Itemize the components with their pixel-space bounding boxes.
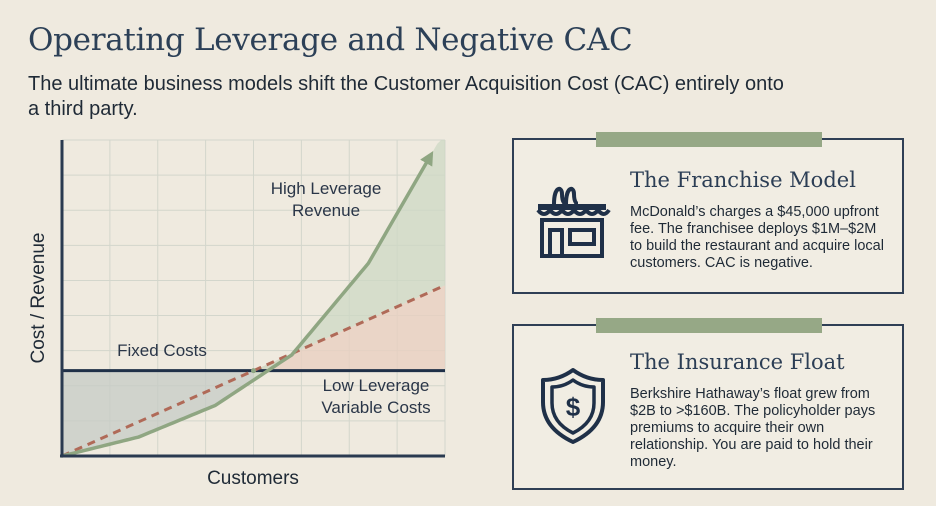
fixed-costs-label: Fixed Costs: [117, 341, 207, 360]
high-leverage-label-line1: High Leverage: [271, 179, 382, 198]
break-even-point: [251, 368, 256, 373]
card-body: McDonald’s charges a $45,000 upfront fee…: [630, 204, 892, 272]
svg-text:$: $: [566, 392, 581, 422]
operating-leverage-chart: High Leverage Revenue Fixed Costs Low Le…: [0, 0, 470, 506]
card-title: The Franchise Model: [630, 168, 856, 192]
insurance-float-card: $ The Insurance Float Berkshire Hathaway…: [512, 324, 904, 490]
x-axis-label: Customers: [207, 468, 299, 489]
y-axis-label: Cost / Revenue: [28, 233, 49, 364]
high-leverage-label-line2: Revenue: [292, 201, 360, 220]
card-tab-accent: [596, 318, 822, 333]
shield-dollar-icon: $: [538, 366, 608, 444]
storefront-icon: [532, 180, 612, 258]
card-title: The Insurance Float: [630, 350, 845, 374]
franchise-model-card: The Franchise Model McDonald’s charges a…: [512, 138, 904, 294]
card-body: Berkshire Hathaway’s float grew from $2B…: [630, 386, 892, 471]
low-leverage-label-line1: Low Leverage: [323, 376, 430, 395]
card-tab-accent: [596, 132, 822, 147]
low-leverage-label-line2: Variable Costs: [321, 398, 430, 417]
